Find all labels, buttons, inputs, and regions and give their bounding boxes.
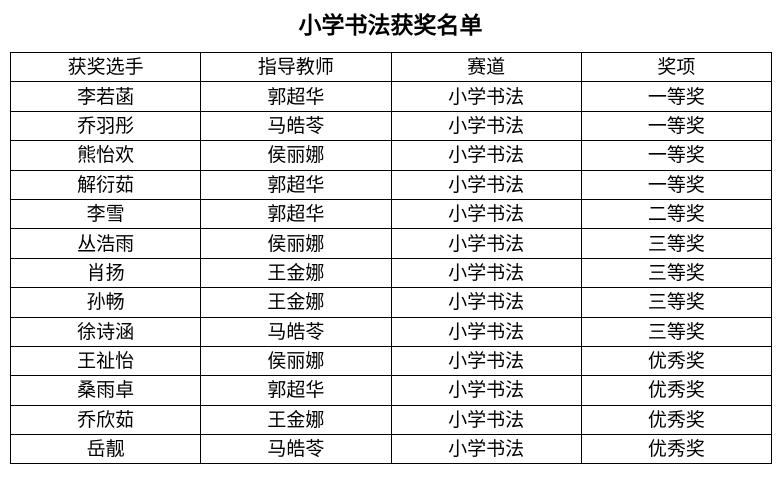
cell-track: 小学书法 <box>390 287 582 318</box>
table-row: 李雪 郭超华 小学书法 二等奖 <box>9 198 773 230</box>
cell-award: 三等奖 <box>580 287 773 318</box>
cell-award: 优秀奖 <box>580 434 773 465</box>
table-row: 熊怡欢 侯丽娜 小学书法 一等奖 <box>9 140 773 171</box>
table-row: 解衍茹 郭超华 小学书法 一等奖 <box>9 169 773 200</box>
cell-award: 一等奖 <box>580 140 773 171</box>
cell-winner: 肖扬 <box>9 257 202 289</box>
cell-teacher: 马皓苓 <box>200 110 392 142</box>
cell-winner: 丛浩雨 <box>9 228 202 259</box>
cell-track: 小学书法 <box>390 257 582 289</box>
header-track: 赛道 <box>390 51 582 83</box>
table-row: 岳靓 马皓苓 小学书法 优秀奖 <box>9 434 773 465</box>
cell-winner: 解衍茹 <box>9 169 202 200</box>
cell-teacher: 侯丽娜 <box>200 228 392 259</box>
cell-winner: 乔羽彤 <box>9 110 202 142</box>
cell-award: 一等奖 <box>580 169 773 200</box>
cell-teacher: 马皓苓 <box>200 316 392 347</box>
table-row: 丛浩雨 侯丽娜 小学书法 三等奖 <box>9 228 773 259</box>
table-row: 乔欣茹 王金娜 小学书法 优秀奖 <box>9 404 773 436</box>
header-award: 奖项 <box>580 51 773 83</box>
page-title: 小学书法获奖名单 <box>298 12 483 39</box>
header-row: 获奖选手 指导教师 赛道 奖项 <box>9 51 773 83</box>
cell-award: 三等奖 <box>580 257 773 289</box>
cell-teacher: 王金娜 <box>200 257 392 289</box>
table-row: 孙畅 王金娜 小学书法 三等奖 <box>9 287 773 318</box>
cell-winner: 乔欣茹 <box>9 404 202 436</box>
cell-track: 小学书法 <box>390 345 582 377</box>
cell-winner: 李若菡 <box>9 81 202 112</box>
cell-winner: 孙畅 <box>9 287 202 318</box>
cell-winner: 李雪 <box>9 198 202 230</box>
cell-track: 小学书法 <box>390 81 582 112</box>
cell-teacher: 郭超华 <box>200 169 392 200</box>
cell-award: 三等奖 <box>580 228 773 259</box>
cell-winner: 熊怡欢 <box>9 140 202 171</box>
cell-track: 小学书法 <box>390 316 582 347</box>
table-row: 乔羽彤 马皓苓 小学书法 一等奖 <box>9 110 773 142</box>
cell-teacher: 王金娜 <box>200 404 392 436</box>
table-row: 王祉怡 侯丽娜 小学书法 优秀奖 <box>9 345 773 377</box>
cell-award: 一等奖 <box>580 110 773 142</box>
cell-track: 小学书法 <box>390 110 582 142</box>
table-row: 李若菡 郭超华 小学书法 一等奖 <box>9 81 773 112</box>
cell-teacher: 郭超华 <box>200 198 392 230</box>
header-winner: 获奖选手 <box>9 51 202 83</box>
cell-teacher: 郭超华 <box>200 81 392 112</box>
cell-award: 优秀奖 <box>580 375 773 406</box>
award-table: 获奖选手 指导教师 赛道 奖项 李若菡 郭超华 小学书法 一等奖 乔羽彤 马皓苓 小学书法 一等奖熊… <box>9 51 773 465</box>
cell-award: 一等奖 <box>580 81 773 112</box>
header-teacher: 指导教师 <box>200 51 392 83</box>
cell-track: 小学书法 <box>390 434 582 465</box>
cell-winner: 徐诗涵 <box>9 316 202 347</box>
cell-track: 小学书法 <box>390 198 582 230</box>
cell-winner: 岳靓 <box>9 434 202 465</box>
cell-track: 小学书法 <box>390 169 582 200</box>
cell-award: 三等奖 <box>580 316 773 347</box>
cell-track: 小学书法 <box>390 404 582 436</box>
cell-teacher: 马皓苓 <box>200 434 392 465</box>
table-row: 肖扬 王金娜 小学书法 三等奖 <box>9 257 773 289</box>
cell-track: 小学书法 <box>390 228 582 259</box>
table-row: 徐诗涵 马皓苓 小学书法 三等奖 <box>9 316 773 347</box>
table-row: 桑雨卓 郭超华 小学书法 优秀奖 <box>9 375 773 406</box>
cell-track: 小学书法 <box>390 375 582 406</box>
cell-teacher: 侯丽娜 <box>200 140 392 171</box>
cell-award: 二等奖 <box>580 198 773 230</box>
cell-winner: 王祉怡 <box>9 345 202 377</box>
cell-award: 优秀奖 <box>580 345 773 377</box>
cell-track: 小学书法 <box>390 140 582 171</box>
cell-teacher: 王金娜 <box>200 287 392 318</box>
cell-winner: 桑雨卓 <box>9 375 202 406</box>
cell-award: 优秀奖 <box>580 404 773 436</box>
cell-teacher: 郭超华 <box>200 375 392 406</box>
cell-teacher: 侯丽娜 <box>200 345 392 377</box>
